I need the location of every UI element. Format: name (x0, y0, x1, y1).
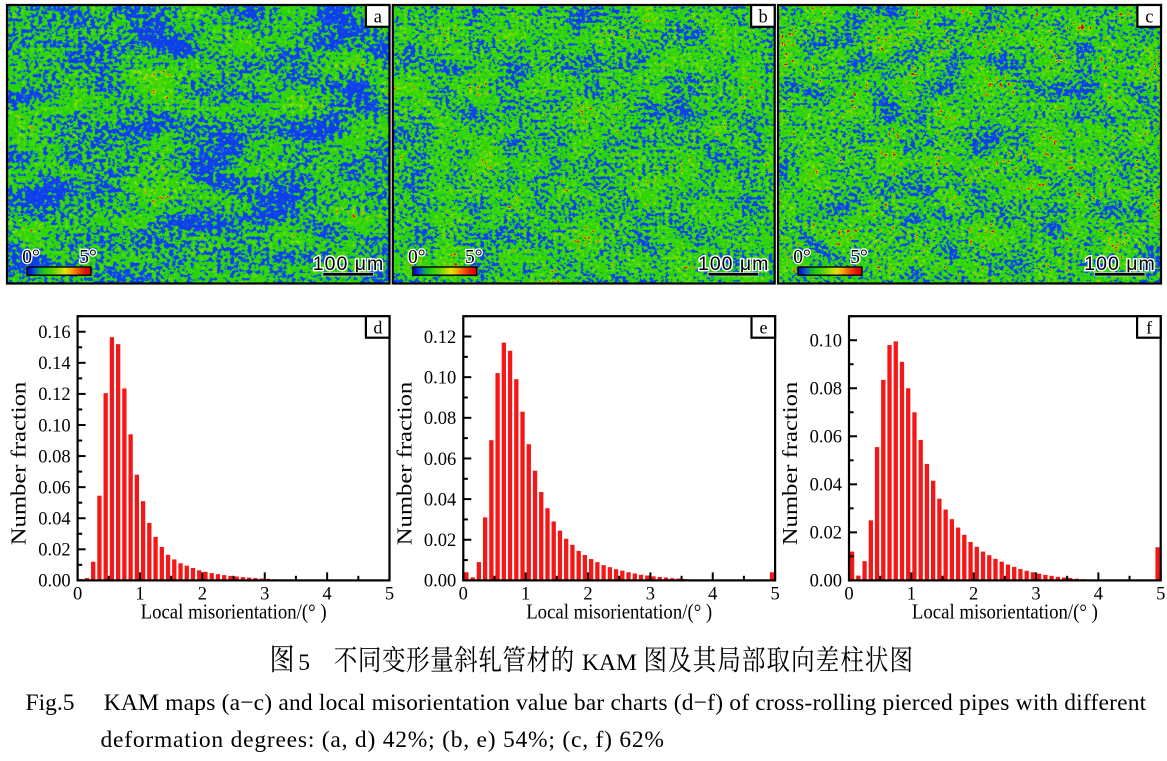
svg-text:4: 4 (322, 584, 331, 604)
svg-text:100 μm: 100 μm (698, 253, 769, 275)
svg-text:5: 5 (770, 584, 779, 604)
svg-text:0.08: 0.08 (424, 409, 456, 429)
svg-text:c: c (1145, 8, 1153, 28)
svg-text:1: 1 (135, 584, 144, 604)
svg-text:0.06: 0.06 (38, 478, 70, 498)
svg-text:100 μm: 100 μm (313, 253, 384, 275)
svg-text:0.10: 0.10 (38, 416, 70, 436)
svg-text:0: 0 (459, 584, 468, 604)
svg-text:0°: 0° (22, 247, 40, 268)
svg-text:5: 5 (385, 584, 394, 604)
svg-text:0.08: 0.08 (810, 380, 842, 400)
svg-text:2: 2 (969, 584, 978, 604)
svg-text:2: 2 (198, 584, 207, 604)
svg-text:e: e (760, 317, 768, 337)
svg-text:0.06: 0.06 (810, 428, 842, 448)
svg-text:0.04: 0.04 (38, 510, 70, 530)
svg-text:f: f (1146, 317, 1152, 337)
svg-text:5°: 5° (850, 247, 868, 268)
svg-text:b: b (758, 8, 767, 28)
svg-text:Number fraction: Number fraction (7, 381, 31, 545)
svg-text:a: a (374, 8, 382, 28)
svg-text:d: d (373, 317, 382, 337)
svg-text:Number fraction: Number fraction (778, 381, 802, 545)
svg-text:0.00: 0.00 (424, 572, 456, 592)
svg-text:0: 0 (73, 584, 82, 604)
svg-text:0.04: 0.04 (810, 476, 842, 496)
svg-text:1: 1 (907, 584, 916, 604)
svg-text:0.06: 0.06 (424, 450, 456, 470)
svg-text:100 μm: 100 μm (1084, 253, 1155, 275)
svg-text:5°: 5° (465, 247, 483, 268)
svg-text:0°: 0° (793, 247, 811, 268)
svg-text:0.12: 0.12 (424, 328, 456, 348)
svg-text:Local misorientation/(° ): Local misorientation/(° ) (912, 600, 1098, 624)
svg-text:0.10: 0.10 (424, 368, 456, 388)
svg-text:2: 2 (583, 584, 592, 604)
svg-text:0.02: 0.02 (810, 524, 842, 544)
svg-text:4: 4 (708, 584, 717, 604)
svg-text:0.14: 0.14 (38, 354, 70, 374)
svg-text:0: 0 (844, 584, 853, 604)
svg-text:0.08: 0.08 (38, 447, 70, 467)
svg-text:3: 3 (260, 584, 269, 604)
svg-text:Number fraction: Number fraction (392, 381, 416, 545)
svg-text:Local misorientation/(° ): Local misorientation/(° ) (141, 600, 327, 624)
svg-text:KAM: KAM (582, 650, 637, 676)
svg-text:5: 5 (1156, 584, 1165, 604)
svg-text:0.16: 0.16 (38, 323, 70, 343)
svg-text:3: 3 (646, 584, 655, 604)
svg-text:deformation degrees: (a, d) 42: deformation degrees: (a, d) 42%; (b, e) … (101, 727, 665, 753)
svg-text:KAM maps (a−c) and local misor: KAM maps (a−c) and local misorientation … (104, 690, 1147, 716)
svg-text:Fig.5: Fig.5 (26, 690, 75, 716)
svg-text:4: 4 (1094, 584, 1103, 604)
svg-text:0.00: 0.00 (38, 572, 70, 592)
svg-text:3: 3 (1031, 584, 1040, 604)
svg-text:0.10: 0.10 (810, 332, 842, 352)
svg-text:0.04: 0.04 (424, 490, 456, 510)
svg-text:5: 5 (298, 650, 310, 676)
svg-text:0.02: 0.02 (424, 531, 456, 551)
svg-text:0.02: 0.02 (38, 541, 70, 561)
svg-text:0°: 0° (408, 247, 426, 268)
svg-text:Local misorientation/(° ): Local misorientation/(° ) (526, 600, 712, 624)
svg-text:5°: 5° (79, 247, 97, 268)
svg-text:0.12: 0.12 (38, 385, 70, 405)
svg-text:1: 1 (521, 584, 530, 604)
svg-text:0.00: 0.00 (810, 572, 842, 592)
